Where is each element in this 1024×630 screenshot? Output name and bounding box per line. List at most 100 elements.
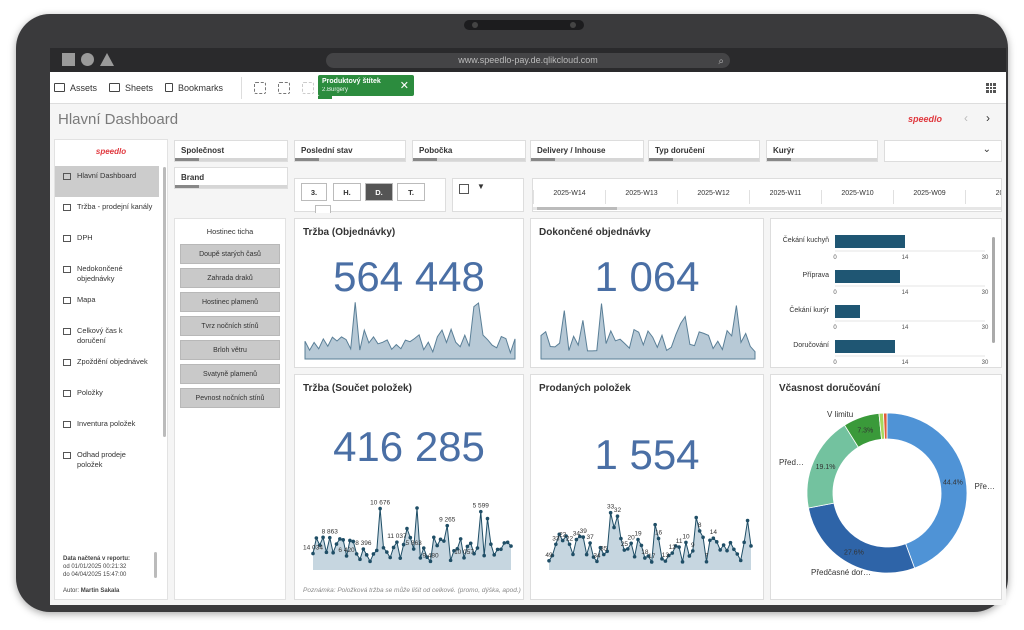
data-point[interactable]: [432, 535, 436, 540]
data-point[interactable]: [742, 540, 746, 545]
period-button-active[interactable]: D.: [365, 183, 393, 201]
bar[interactable]: [835, 305, 860, 318]
data-point[interactable]: [574, 537, 579, 542]
week-item[interactable]: 202: [965, 190, 1001, 204]
data-point[interactable]: [667, 553, 671, 558]
data-point[interactable]: [704, 559, 709, 564]
data-point[interactable]: [714, 540, 719, 544]
data-point[interactable]: [374, 548, 379, 553]
filter-delivery-type[interactable]: Typ doručení: [648, 140, 760, 162]
branch-button[interactable]: Pevnost nočních stínů: [180, 388, 280, 408]
data-point[interactable]: [564, 534, 568, 538]
selection-pill[interactable]: Produktový štítek 2.Burgery ✕: [318, 75, 414, 99]
footer-scrollbar[interactable]: [154, 552, 157, 578]
data-point[interactable]: [317, 543, 322, 547]
data-point[interactable]: [395, 540, 399, 544]
data-point[interactable]: [615, 514, 620, 519]
data-point[interactable]: [485, 516, 490, 521]
grid-menu-icon[interactable]: [986, 83, 996, 93]
data-point[interactable]: [495, 547, 500, 552]
data-point[interactable]: [438, 537, 443, 542]
sidebar-item[interactable]: DPH: [55, 228, 159, 259]
bookmarks-button[interactable]: Bookmarks: [165, 83, 223, 93]
data-point[interactable]: [567, 542, 572, 547]
calendar-picker[interactable]: ▼: [452, 178, 524, 212]
data-point[interactable]: [547, 558, 551, 563]
sidebar-item[interactable]: Mapa: [55, 290, 159, 321]
data-point[interactable]: [499, 547, 503, 552]
branch-button[interactable]: Zahrada draků: [180, 268, 280, 288]
data-point[interactable]: [475, 546, 480, 550]
sidebar-scrollbar[interactable]: [163, 167, 166, 437]
data-point[interactable]: [557, 532, 562, 537]
sidebar-item[interactable]: Inventura položek: [55, 414, 159, 445]
close-icon[interactable]: ✕: [399, 80, 409, 92]
data-point[interactable]: [622, 548, 627, 552]
data-point[interactable]: [660, 557, 664, 561]
square-icon[interactable]: [62, 53, 75, 66]
chart-scrollbar[interactable]: [992, 237, 995, 343]
data-point[interactable]: [354, 552, 359, 556]
data-point[interactable]: [321, 535, 325, 540]
data-point[interactable]: [462, 556, 466, 560]
period-button[interactable]: H.: [333, 183, 361, 201]
data-point[interactable]: [663, 559, 668, 563]
week-item[interactable]: 2025-W10: [821, 190, 893, 204]
branch-button[interactable]: Hostinec plamenů: [180, 292, 280, 312]
data-point[interactable]: [694, 515, 699, 520]
data-point[interactable]: [578, 534, 582, 539]
search-icon[interactable]: ⌕: [718, 56, 724, 67]
data-point[interactable]: [598, 545, 603, 550]
sidebar-item[interactable]: Odhad prodeje položek: [55, 445, 159, 476]
data-point[interactable]: [351, 539, 356, 544]
data-point[interactable]: [509, 544, 513, 548]
data-point[interactable]: [492, 553, 497, 557]
data-point[interactable]: [749, 544, 753, 548]
data-point[interactable]: [735, 552, 740, 556]
data-point[interactable]: [478, 509, 483, 514]
data-point[interactable]: [314, 536, 319, 540]
data-point[interactable]: [381, 545, 386, 550]
data-point[interactable]: [398, 556, 403, 560]
data-point[interactable]: [344, 554, 349, 558]
data-point[interactable]: [656, 536, 661, 541]
data-point[interactable]: [401, 542, 406, 547]
data-point[interactable]: [442, 539, 446, 543]
data-point[interactable]: [465, 544, 470, 549]
week-item[interactable]: 2025-W13: [605, 190, 677, 204]
week-item[interactable]: 2025-W14: [533, 190, 605, 204]
data-point[interactable]: [361, 547, 366, 551]
period-button[interactable]: T.: [397, 183, 425, 201]
data-point[interactable]: [732, 547, 736, 552]
week-item[interactable]: 2025-W12: [677, 190, 749, 204]
data-point[interactable]: [697, 529, 702, 533]
data-point[interactable]: [391, 545, 396, 550]
data-point[interactable]: [680, 560, 685, 564]
data-point[interactable]: [725, 548, 729, 553]
week-item[interactable]: 2025-W09: [893, 190, 965, 204]
data-point[interactable]: [378, 506, 382, 511]
filter-dropdown[interactable]: ⌄: [884, 140, 1002, 162]
filter-courier[interactable]: Kurýr: [766, 140, 878, 162]
filter-brand[interactable]: Brand: [174, 167, 288, 189]
branch-button[interactable]: Brloh větru: [180, 340, 280, 360]
data-point[interactable]: [721, 543, 726, 547]
data-point[interactable]: [639, 543, 644, 548]
data-point[interactable]: [472, 551, 476, 556]
step-forward-icon[interactable]: [302, 81, 315, 94]
data-point[interactable]: [632, 554, 637, 559]
data-point[interactable]: [643, 556, 647, 560]
week-item[interactable]: 2025-W11: [749, 190, 821, 204]
data-point[interactable]: [435, 543, 439, 548]
data-point[interactable]: [684, 540, 688, 545]
data-point[interactable]: [745, 518, 750, 523]
data-point[interactable]: [588, 541, 592, 545]
donut-slice[interactable]: [886, 412, 968, 569]
bar[interactable]: [835, 270, 900, 283]
data-point[interactable]: [728, 540, 733, 545]
chevron-left-icon[interactable]: ‹: [964, 111, 968, 125]
data-point[interactable]: [408, 535, 413, 540]
filter-company[interactable]: Společnost: [174, 140, 288, 162]
url-bar[interactable]: www.speedlo-pay.de.qlikcloud.com ⌕: [326, 53, 730, 68]
filter-delivery[interactable]: Delivery / Inhouse: [530, 140, 644, 162]
